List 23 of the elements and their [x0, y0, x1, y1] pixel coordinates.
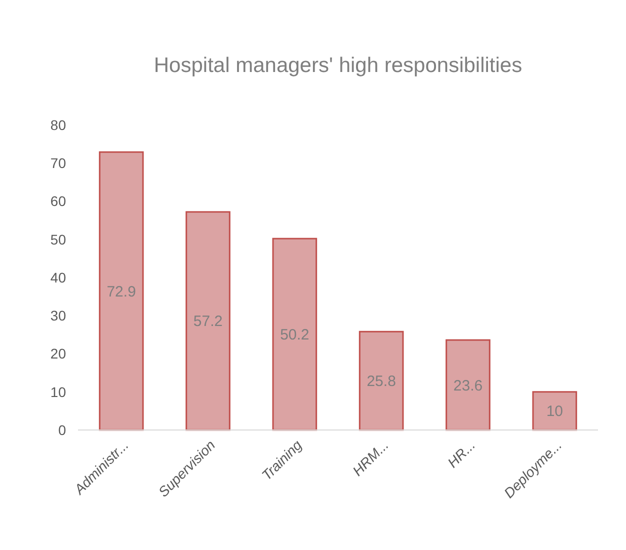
bar — [358, 330, 404, 431]
data-label: 57.2 — [193, 313, 223, 330]
y-tick-label: 20 — [50, 346, 66, 362]
bar — [532, 391, 578, 431]
y-tick-label: 0 — [58, 422, 66, 438]
x-tick-label: HR... — [444, 436, 478, 471]
bar — [98, 151, 144, 431]
data-label: 10 — [546, 403, 564, 420]
bar — [446, 339, 490, 431]
y-tick-label: 70 — [50, 155, 66, 172]
data-label: 23.6 — [453, 377, 483, 394]
data-label: 50.2 — [280, 326, 310, 344]
y-tick-label: 50 — [50, 231, 66, 248]
y-tick-label: 30 — [50, 308, 66, 324]
data-label: 25.8 — [366, 373, 396, 390]
bar — [186, 211, 230, 431]
data-label: 72.9 — [106, 283, 136, 300]
y-tick-label: 10 — [50, 384, 66, 400]
bar — [272, 238, 318, 431]
y-tick-label: 80 — [50, 116, 66, 133]
y-tick-label: 60 — [50, 193, 66, 210]
y-tick-label: 40 — [50, 269, 66, 286]
chart-title: Hospital managers' high responsibilities — [154, 54, 522, 77]
